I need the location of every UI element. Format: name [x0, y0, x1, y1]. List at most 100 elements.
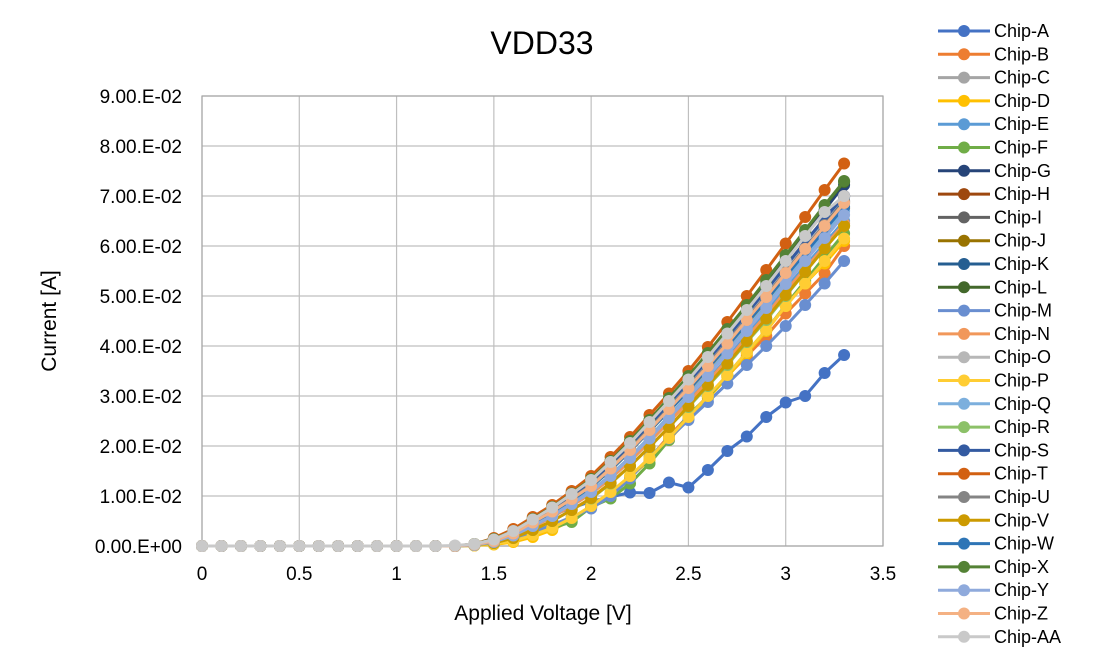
x-tick-labels: 0 0.5 1 1.5 2 2.5 3 3.5 [197, 564, 897, 585]
legend-entry: Chip-X [938, 557, 1049, 577]
legend-marker [958, 630, 970, 643]
legend-marker [958, 327, 970, 340]
data-point [662, 476, 675, 489]
data-point [799, 277, 812, 290]
data-point [682, 373, 695, 386]
data-point [799, 211, 812, 223]
legend-label: Chip-B [994, 44, 1049, 64]
legend-label: Chip-K [994, 254, 1049, 274]
legend-label: Chip-W [994, 534, 1054, 554]
data-point [643, 432, 656, 445]
legend-label: Chip-X [994, 557, 1049, 577]
data-point [332, 540, 345, 552]
plot-area-border [201, 95, 884, 547]
legend-marker [958, 467, 970, 480]
legend-label: Chip-P [994, 371, 1049, 391]
data-point [838, 175, 851, 187]
y-tick-label: 9.00.E-02 [100, 87, 182, 108]
data-point [701, 370, 714, 382]
data-point [371, 540, 384, 552]
data-point [526, 513, 539, 526]
legend-entry: Chip-M [938, 301, 1052, 321]
legend-marker [958, 351, 970, 364]
data-point [818, 184, 831, 196]
legend-marker [958, 48, 970, 61]
data-point [604, 456, 617, 468]
data-point [818, 206, 831, 218]
legend-marker [958, 444, 970, 457]
legend-marker [958, 560, 970, 573]
x-tick-label: 3.5 [870, 564, 896, 585]
legend-entry: Chip-F [938, 138, 1048, 158]
legend-label: Chip-T [994, 464, 1048, 484]
legend-marker [958, 514, 970, 527]
legend-entry: Chip-R [938, 417, 1050, 437]
data-point [779, 267, 792, 279]
data-point [760, 324, 773, 336]
data-point [293, 540, 306, 552]
data-point [662, 412, 675, 424]
data-point [410, 540, 423, 552]
data-point [721, 357, 734, 370]
legend-marker [958, 537, 970, 550]
series-line [202, 194, 846, 548]
x-tick-label: 1 [391, 564, 402, 585]
data-point [662, 395, 675, 407]
data-point [273, 540, 286, 552]
legend-entry: Chip-E [938, 114, 1049, 134]
legend-entry: Chip-T [938, 464, 1048, 484]
data-point [740, 335, 753, 347]
legend-label: Chip-J [994, 231, 1046, 251]
data-point [662, 421, 675, 433]
data-point [448, 539, 461, 552]
data-point [351, 540, 364, 552]
legend-marker [958, 211, 970, 224]
legend-label: Chip-O [994, 347, 1051, 367]
data-point [779, 255, 792, 267]
data-point [740, 304, 753, 316]
x-tick-label: 0.5 [286, 564, 312, 585]
series-group [196, 157, 851, 552]
data-point [838, 220, 851, 232]
data-point [799, 287, 812, 300]
legend-entry: Chip-W [938, 534, 1054, 554]
legend-marker [958, 281, 970, 294]
legend-marker [958, 188, 970, 201]
data-point [682, 400, 695, 412]
data-point [643, 487, 656, 499]
data-point [565, 488, 578, 500]
legend-entry: Chip-U [938, 487, 1050, 507]
legend-marker [958, 374, 970, 387]
data-point [818, 267, 831, 280]
data-point [215, 540, 228, 552]
data-point [624, 437, 637, 449]
data-point [760, 291, 773, 303]
data-point [760, 411, 773, 423]
legend-marker [958, 71, 970, 84]
legend-label: Chip-E [994, 114, 1049, 134]
legend-entry: Chip-V [938, 510, 1049, 530]
data-point [390, 540, 403, 552]
data-point [624, 470, 637, 482]
legend-marker [958, 234, 970, 247]
data-point [818, 277, 831, 290]
legend-entry: Chip-I [938, 207, 1042, 227]
data-point [779, 278, 792, 290]
legend-label: Chip-AA [994, 627, 1061, 647]
data-point [682, 411, 695, 423]
legend-marker [958, 258, 970, 270]
data-point [838, 349, 851, 361]
data-point [799, 243, 812, 255]
legend-entry: Chip-S [938, 440, 1049, 460]
legend-entry: Chip-J [938, 231, 1046, 251]
data-point [740, 430, 753, 443]
legend-marker [958, 397, 970, 410]
data-point [701, 360, 714, 372]
legend-entry: Chip-O [938, 347, 1051, 367]
legend-label: Chip-A [994, 21, 1049, 41]
legend-entry: Chip-N [938, 324, 1050, 344]
data-point [643, 416, 656, 428]
legend-entry: Chip-G [938, 161, 1051, 181]
